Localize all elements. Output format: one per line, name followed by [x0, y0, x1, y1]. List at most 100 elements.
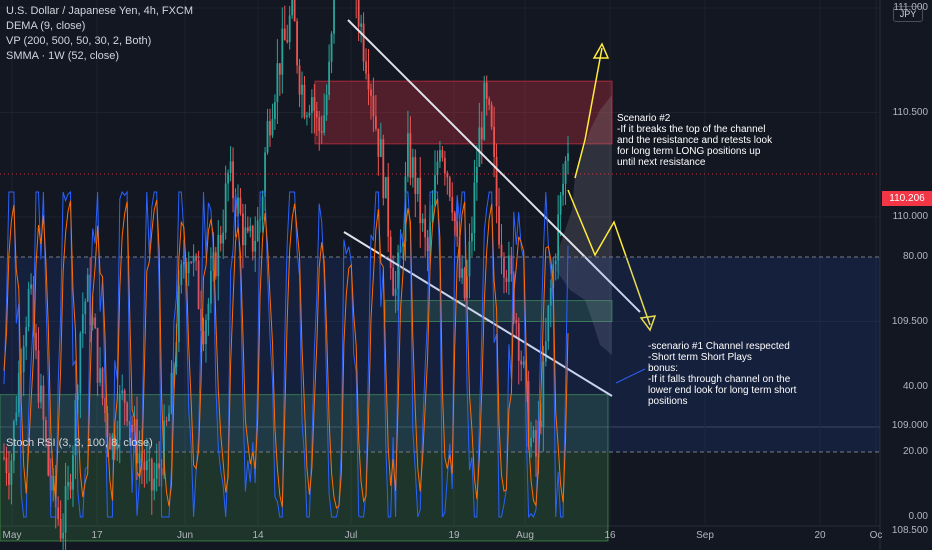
candle-body — [535, 430, 537, 457]
candle-body — [269, 121, 271, 136]
candle-body — [281, 28, 284, 75]
candle-body — [37, 350, 40, 403]
candle-body — [25, 327, 28, 347]
indicator-smma[interactable]: SMMA · 1W (52, close) — [6, 50, 120, 62]
candle-body — [540, 420, 542, 428]
candle-body — [468, 241, 471, 277]
candle-body — [510, 255, 513, 275]
candle-body — [525, 361, 528, 382]
candle-body — [84, 301, 87, 315]
candle-body — [35, 332, 37, 351]
candle-body — [150, 459, 153, 491]
candle-body — [67, 481, 69, 487]
stoch-tick-label: 80.00 — [902, 251, 928, 262]
candle-body — [419, 177, 422, 224]
indicator-dema[interactable]: DEMA (9, close) — [6, 20, 86, 32]
candle-body — [69, 481, 72, 490]
candle-body — [448, 177, 451, 197]
candle-body — [177, 284, 180, 343]
candle-body — [557, 214, 560, 261]
candle-body — [202, 330, 205, 345]
candle-body — [461, 268, 463, 278]
scenario-1-note: -scenario #1 Channel respected -Short te… — [648, 341, 797, 407]
candle-body — [397, 252, 399, 289]
candle-body — [315, 110, 318, 118]
candle-body — [79, 333, 82, 394]
candle-body — [291, 0, 294, 16]
candle-body — [505, 277, 508, 282]
scenario-1-arrow — [567, 189, 651, 326]
candle-body — [471, 233, 473, 242]
candle-body — [47, 441, 50, 476]
candle-body — [99, 368, 101, 383]
candle-body — [544, 341, 547, 362]
stoch-tick-label: 0.00 — [908, 511, 928, 522]
candle-body — [493, 126, 496, 157]
candle-body — [116, 439, 119, 450]
candle-body — [333, 0, 335, 34]
candle-body — [414, 157, 417, 195]
candle-body — [411, 157, 414, 178]
candle-body — [241, 213, 244, 246]
currency-badge[interactable]: JPY — [893, 6, 923, 22]
candle-body — [17, 372, 20, 413]
candle-body — [409, 133, 412, 178]
candle-body — [293, 0, 296, 22]
candle-body — [8, 473, 10, 485]
candle-body — [429, 222, 431, 251]
candle-body — [153, 478, 156, 491]
candle-body — [170, 373, 173, 414]
candle-body — [495, 156, 498, 207]
candle-body — [530, 437, 532, 447]
candle-body — [118, 393, 121, 440]
candle-body — [187, 261, 190, 274]
candle-body — [503, 257, 505, 278]
candle-body — [180, 264, 183, 285]
candle-body — [330, 33, 333, 62]
candle-body — [328, 61, 331, 95]
stoch-rsi-label[interactable]: Stoch RSI (3, 3, 100, 8, close) — [6, 437, 153, 449]
candle-body — [323, 115, 326, 133]
candle-body — [266, 121, 269, 153]
candle-body — [64, 486, 67, 533]
candle-body — [389, 236, 392, 268]
time-tick-label: Oc — [869, 530, 883, 541]
candle-body — [431, 205, 434, 223]
candle-body — [42, 385, 45, 421]
time-tick-label: 20 — [814, 530, 826, 541]
candle-body — [224, 183, 227, 233]
candle-body — [81, 314, 84, 334]
candle-body — [377, 128, 380, 157]
candle-body — [562, 183, 564, 196]
candle-body — [549, 287, 552, 306]
candle-body — [384, 177, 387, 199]
scenario-1-arrowhead — [639, 315, 657, 332]
time-tick-label: 19 — [448, 530, 460, 541]
indicator-vp[interactable]: VP (200, 500, 50, 30, 2, Both) — [6, 35, 152, 47]
candle-body — [96, 328, 99, 383]
candle-body — [254, 240, 257, 252]
symbol-title[interactable]: U.S. Dollar / Japanese Yen, 4h, FXCM — [6, 5, 194, 17]
candle-body — [214, 252, 217, 277]
candle-body — [274, 102, 276, 120]
time-tick-label: Jun — [176, 530, 194, 541]
stoch-tick-label: 40.00 — [902, 381, 928, 392]
candle-body — [301, 84, 303, 95]
candle-body — [155, 463, 158, 479]
stoch-tick-label: 20.00 — [902, 446, 928, 457]
candle-body — [434, 175, 436, 206]
candle-body — [554, 260, 557, 265]
candle-body — [473, 182, 476, 234]
candle-body — [145, 460, 148, 471]
candle-body — [296, 21, 298, 66]
candle-body — [76, 393, 79, 401]
candle-body — [234, 198, 237, 217]
candle-body — [251, 226, 254, 252]
time-tick-label: 14 — [252, 530, 264, 541]
candle-body — [229, 161, 232, 173]
candle-body — [283, 28, 286, 41]
candle-body — [239, 197, 242, 214]
candle-body — [209, 271, 212, 304]
